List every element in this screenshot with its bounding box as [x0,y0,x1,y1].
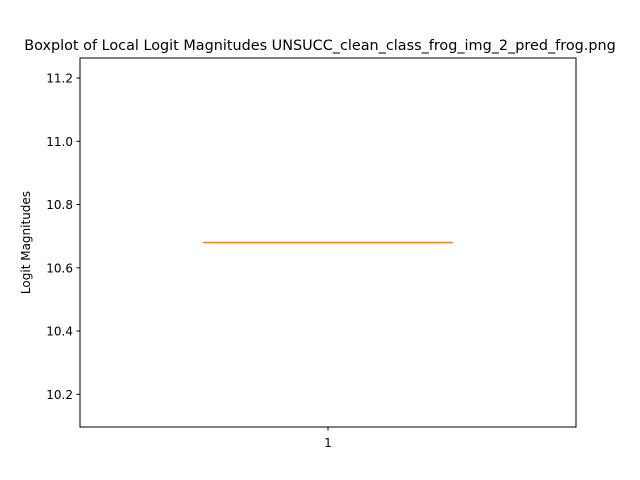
y-tick-label: 10.6 [46,261,73,275]
y-tick-label: 11.2 [46,72,73,86]
axes-frame [79,57,577,428]
y-axis-label: Logit Magnitudes [19,191,33,294]
y-tick-label: 10.4 [46,325,73,339]
y-tick-label: 10.2 [46,388,73,402]
y-tick-label: 10.8 [46,198,73,212]
plot-area: 10.2 10.4 10.6 10.8 11.0 11.2 1 [46,72,453,450]
x-tick-label: 1 [324,436,332,450]
chart-title: Boxplot of Local Logit Magnitudes UNSUCC… [24,38,616,54]
y-tick-label: 11.0 [46,135,73,149]
